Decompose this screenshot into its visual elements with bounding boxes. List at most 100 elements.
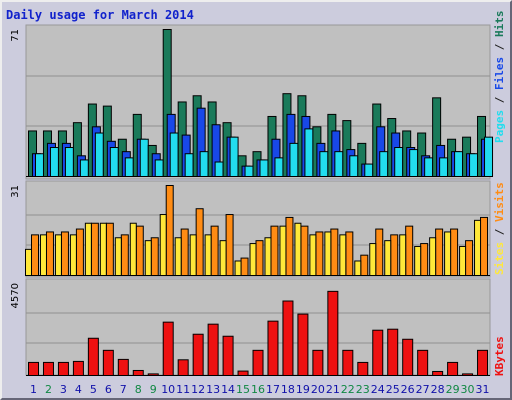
x-day-label: 5 (90, 383, 97, 396)
bar-sites (279, 225, 287, 276)
bar-kbytes (402, 338, 414, 376)
bar-kbytes (282, 300, 294, 376)
legend-separator: / (493, 37, 506, 57)
bar-visits (285, 216, 294, 277)
bar-sites (474, 219, 482, 277)
x-day-label: 25 (386, 383, 400, 396)
bar-visits (255, 240, 264, 276)
bar-sites (84, 222, 92, 276)
bar-pages (199, 151, 209, 177)
bar-kbytes (177, 359, 189, 377)
bar-visits (465, 240, 474, 276)
bar-pages (169, 132, 179, 178)
bar-sites (384, 240, 392, 276)
legend-visits: Visits (493, 182, 506, 222)
bar-pages (94, 132, 104, 178)
bar-kbytes (447, 361, 459, 377)
legend-separator: / (493, 222, 506, 242)
bar-sites (69, 234, 77, 277)
bar-kbytes (267, 320, 279, 376)
x-day-label: 12 (191, 383, 205, 396)
bar-sites (189, 234, 197, 277)
bar-pages (379, 151, 389, 177)
legend-sites: Sites (493, 242, 506, 275)
bar-pages (364, 163, 374, 178)
bar-sites (204, 234, 212, 277)
panels (25, 24, 491, 376)
bar-sites (399, 234, 407, 277)
bar-kbytes (117, 358, 129, 376)
bar-visits (300, 225, 309, 276)
bar-visits (405, 225, 414, 276)
bar-sites (234, 260, 242, 276)
bar-visits (240, 257, 249, 277)
bar-visits (345, 231, 354, 276)
bar-sites (264, 237, 272, 277)
x-day-label: 31 (476, 383, 490, 396)
bar-kbytes (102, 349, 114, 376)
bar-sites (144, 240, 152, 276)
x-day-label: 21 (326, 383, 340, 396)
bar-kbytes (57, 361, 69, 377)
bar-kbytes (87, 337, 99, 376)
bar-pages (139, 138, 149, 177)
bar-visits (180, 228, 189, 276)
x-day-label: 18 (281, 383, 295, 396)
series-legends: Pages / Files / Hits Sites / Visits KBytes (493, 11, 506, 377)
bar-pages (289, 142, 299, 178)
bar-kbytes (342, 349, 354, 376)
bar-visits (225, 214, 234, 276)
x-day-label: 1 (30, 383, 37, 396)
x-day-label: 4 (75, 383, 82, 396)
x-day-label: 6 (105, 383, 112, 396)
x-day-label: 17 (266, 383, 280, 396)
bar-pages (35, 153, 44, 178)
bar-visits (420, 243, 429, 276)
x-day-label: 13 (206, 383, 220, 396)
series-legend: Pages / Files / Hits (493, 11, 506, 144)
x-day-label: 2 (45, 383, 52, 396)
x-day-label: 27 (416, 383, 430, 396)
bar-pages (259, 159, 269, 177)
bar-visits (375, 228, 384, 276)
bar-visits (435, 228, 444, 276)
bar-sites (99, 222, 107, 276)
bar-pages (244, 165, 254, 178)
x-axis-day-labels: 1 2 3 4 5 6 7 8 9 10 11 12 13 14 15 16 17 18 19 20 21 22 23 24 2… (30, 383, 490, 396)
chart-title: Daily usage for March 2014 (6, 8, 194, 22)
bar-pages (184, 153, 194, 178)
x-day-label: 24 (371, 383, 385, 396)
bar-visits (135, 225, 144, 276)
x-day-label: 10 (161, 383, 175, 396)
bar-sites (174, 237, 182, 277)
x-day-label: 16 (251, 383, 265, 396)
bar-visits (360, 254, 369, 276)
bar-kbytes (42, 361, 54, 377)
bar-visits (270, 225, 279, 276)
bar-kbytes (207, 323, 219, 377)
bar-sites (339, 234, 347, 277)
bar-pages (229, 136, 239, 177)
x-day-label: 15 (236, 383, 250, 396)
x-day-label: 28 (431, 383, 445, 396)
bar-sites (129, 222, 137, 276)
x-day-label: 29 (446, 383, 460, 396)
bar-visits (120, 234, 129, 277)
bar-kbytes (222, 335, 234, 377)
bar-kbytes (387, 328, 399, 376)
bar-kbytes (297, 313, 309, 376)
bar-pages (109, 147, 119, 177)
bar-kbytes (192, 333, 204, 377)
bar-visits (450, 228, 459, 276)
bar-visits (195, 208, 204, 276)
x-day-label: 11 (176, 383, 190, 396)
bar-visits (90, 222, 99, 276)
y-max-label: 4570 (10, 283, 21, 308)
y-max-label: 71 (10, 29, 21, 42)
x-day-label: 23 (356, 383, 370, 396)
legend-hits: Hits (493, 11, 506, 38)
bar-kbytes (72, 360, 84, 376)
y-axis-labels: 71 31 4570 (10, 29, 21, 308)
bar-kbytes (312, 349, 324, 376)
bar-kbytes (237, 370, 249, 376)
